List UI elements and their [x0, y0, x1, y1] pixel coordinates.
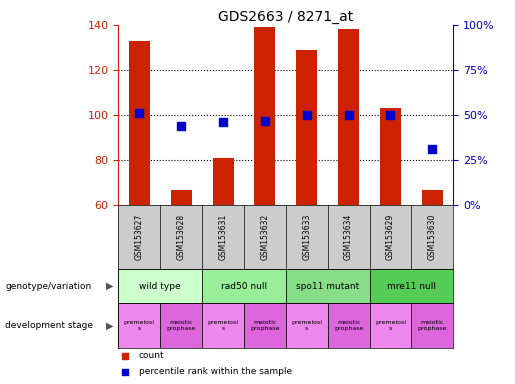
Bar: [380, 108, 401, 205]
Bar: [286, 269, 369, 303]
Bar: [369, 269, 453, 303]
Bar: [171, 190, 192, 205]
Text: wild type: wild type: [140, 281, 181, 291]
Bar: [129, 41, 150, 205]
Text: GSM153627: GSM153627: [135, 214, 144, 260]
Bar: [254, 27, 276, 205]
Text: GSM153634: GSM153634: [344, 214, 353, 260]
Bar: [244, 303, 286, 348]
Text: GSM153633: GSM153633: [302, 214, 311, 260]
Text: ▶: ▶: [106, 320, 113, 331]
Text: premeiosi
s: premeiosi s: [124, 320, 155, 331]
Text: meiotic
prophase: meiotic prophase: [334, 320, 363, 331]
Point: [261, 118, 269, 124]
Point: [121, 353, 129, 359]
Point: [121, 369, 129, 375]
Bar: [369, 303, 411, 348]
Bar: [411, 303, 453, 348]
Point: [386, 112, 394, 118]
Point: [135, 110, 144, 116]
Bar: [338, 30, 359, 205]
Title: GDS2663 / 8271_at: GDS2663 / 8271_at: [218, 10, 353, 24]
Bar: [118, 269, 202, 303]
Point: [428, 146, 436, 152]
Bar: [202, 303, 244, 348]
Point: [303, 112, 311, 118]
Text: GSM153631: GSM153631: [218, 214, 228, 260]
Text: GSM153632: GSM153632: [261, 214, 269, 260]
Bar: [286, 303, 328, 348]
Bar: [118, 303, 160, 348]
Point: [345, 112, 353, 118]
Bar: [160, 303, 202, 348]
Text: meiotic
prophase: meiotic prophase: [250, 320, 280, 331]
Text: genotype/variation: genotype/variation: [5, 281, 91, 291]
Text: rad50 null: rad50 null: [221, 281, 267, 291]
Text: meiotic
prophase: meiotic prophase: [166, 320, 196, 331]
Bar: [213, 158, 233, 205]
Text: development stage: development stage: [5, 321, 93, 330]
Text: premeiosi
s: premeiosi s: [208, 320, 238, 331]
Bar: [422, 190, 443, 205]
Text: GSM153630: GSM153630: [428, 214, 437, 260]
Text: meiotic
prophase: meiotic prophase: [418, 320, 447, 331]
Point: [177, 123, 185, 129]
Text: mre11 null: mre11 null: [387, 281, 436, 291]
Text: count: count: [139, 351, 164, 360]
Bar: [296, 50, 317, 205]
Text: ▶: ▶: [106, 281, 113, 291]
Text: premeiosi
s: premeiosi s: [291, 320, 322, 331]
Bar: [202, 269, 286, 303]
Point: [219, 119, 227, 126]
Bar: [328, 303, 369, 348]
Text: spo11 mutant: spo11 mutant: [296, 281, 359, 291]
Text: premeiosi
s: premeiosi s: [375, 320, 406, 331]
Text: GSM153628: GSM153628: [177, 214, 186, 260]
Text: percentile rank within the sample: percentile rank within the sample: [139, 367, 291, 376]
Text: GSM153629: GSM153629: [386, 214, 395, 260]
